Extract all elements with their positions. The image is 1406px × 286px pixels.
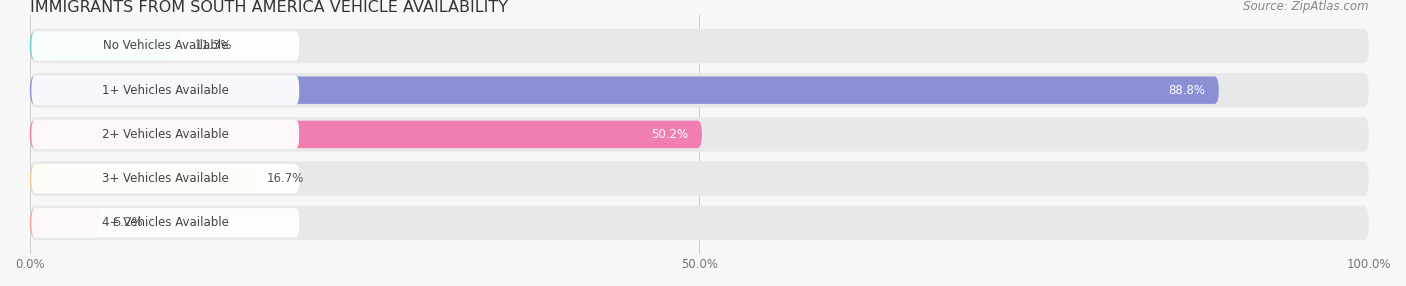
FancyBboxPatch shape — [30, 117, 1369, 152]
FancyBboxPatch shape — [31, 208, 299, 238]
Text: 4+ Vehicles Available: 4+ Vehicles Available — [101, 217, 229, 229]
FancyBboxPatch shape — [30, 206, 1369, 240]
Text: 16.7%: 16.7% — [267, 172, 304, 185]
FancyBboxPatch shape — [30, 32, 181, 60]
Text: 50.2%: 50.2% — [651, 128, 689, 141]
FancyBboxPatch shape — [30, 76, 1219, 104]
FancyBboxPatch shape — [30, 165, 253, 192]
FancyBboxPatch shape — [31, 120, 299, 149]
Text: No Vehicles Available: No Vehicles Available — [103, 39, 228, 52]
FancyBboxPatch shape — [30, 73, 1369, 108]
Text: 2+ Vehicles Available: 2+ Vehicles Available — [101, 128, 229, 141]
Text: 1+ Vehicles Available: 1+ Vehicles Available — [101, 84, 229, 97]
Text: 88.8%: 88.8% — [1168, 84, 1205, 97]
Text: 11.3%: 11.3% — [194, 39, 232, 52]
Text: IMMIGRANTS FROM SOUTH AMERICA VEHICLE AVAILABILITY: IMMIGRANTS FROM SOUTH AMERICA VEHICLE AV… — [30, 0, 508, 15]
FancyBboxPatch shape — [31, 31, 299, 61]
Text: Source: ZipAtlas.com: Source: ZipAtlas.com — [1243, 0, 1369, 13]
FancyBboxPatch shape — [30, 29, 1369, 63]
FancyBboxPatch shape — [31, 76, 299, 105]
Text: 3+ Vehicles Available: 3+ Vehicles Available — [103, 172, 229, 185]
FancyBboxPatch shape — [31, 164, 299, 193]
FancyBboxPatch shape — [30, 161, 1369, 196]
Text: 5.2%: 5.2% — [112, 217, 142, 229]
FancyBboxPatch shape — [30, 121, 702, 148]
FancyBboxPatch shape — [30, 209, 100, 237]
